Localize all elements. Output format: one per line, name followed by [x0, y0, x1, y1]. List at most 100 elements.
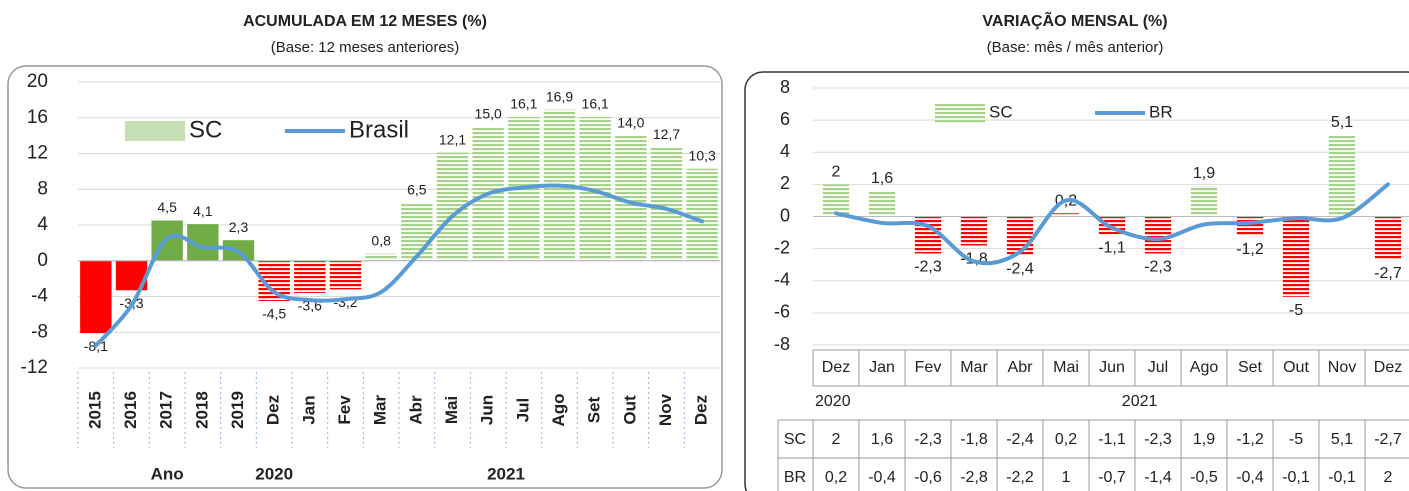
table-cell: -2,3 [1144, 431, 1172, 448]
x-tick-label: Set [1238, 359, 1263, 376]
table-cell: -2,7 [1374, 431, 1402, 448]
data-label: -2,7 [1374, 265, 1402, 282]
data-label: -2,3 [914, 259, 942, 276]
bar [80, 260, 112, 334]
y-tick-label: -6 [774, 302, 790, 322]
table-row-label: SC [784, 431, 806, 448]
data-label: 12,1 [439, 131, 466, 147]
chart-title: VARIAÇÃO MENSAL (%) [982, 10, 1167, 30]
x-tick-label: 2017 [157, 391, 176, 429]
x-tick-label: 2015 [85, 391, 104, 429]
table-cell: -1,4 [1144, 469, 1172, 486]
x-tick-label: Mar [371, 395, 390, 426]
bar [1282, 216, 1310, 297]
x-tick-label: Set [585, 396, 604, 423]
legend-label: Brasil [349, 116, 409, 143]
y-tick-label: 16 [27, 107, 48, 128]
table-cell: -0,4 [868, 469, 896, 486]
y-tick-label: 4 [37, 214, 48, 235]
bar [365, 253, 397, 261]
data-label: -5 [1289, 302, 1303, 319]
data-label: 12,7 [653, 126, 680, 142]
y-tick-label: 8 [780, 77, 790, 97]
y-tick-label: -8 [31, 321, 48, 342]
bar [822, 184, 850, 217]
data-label: 14,0 [617, 114, 644, 130]
table-cell: -1,1 [1098, 431, 1126, 448]
data-label: 16,9 [546, 88, 573, 104]
data-label: 2 [832, 164, 841, 181]
chart-subtitle: (Base: 12 meses anteriores) [271, 39, 459, 56]
data-label: 16,1 [510, 96, 537, 112]
table-cell: 5,1 [1331, 431, 1353, 448]
y-tick-label: -8 [774, 334, 790, 354]
bar [1006, 216, 1034, 256]
x-tick-label: Fev [915, 359, 942, 376]
y-tick-label: 0 [37, 250, 48, 271]
table-cell: -1,8 [960, 431, 988, 448]
y-tick-label: 4 [780, 141, 790, 161]
x-tick-label: Dez [1374, 359, 1402, 376]
chart-title: ACUMULADA EM 12 MESES (%) [243, 13, 487, 30]
bar [1144, 216, 1172, 254]
x-tick-label: Fev [335, 395, 354, 425]
x-tick-label: Abr [406, 395, 425, 425]
x-tick-label: Ago [549, 393, 568, 426]
group-label: 2021 [1122, 393, 1158, 410]
data-label: 2,3 [229, 219, 249, 235]
data-label: -1,2 [1236, 241, 1264, 258]
table-cell: 2 [1384, 469, 1393, 486]
bar [686, 168, 718, 261]
x-tick-label: Nov [656, 393, 675, 426]
x-tick-label: Dez [264, 395, 283, 425]
x-tick-label: Mai [442, 396, 461, 424]
legend-label: SC [189, 116, 222, 143]
data-label: -1,1 [1098, 239, 1126, 256]
chart-frame [744, 71, 1409, 491]
y-tick-label: 20 [27, 71, 48, 92]
bar [329, 260, 362, 290]
bar [868, 190, 896, 217]
y-tick-label: -12 [21, 357, 48, 378]
table-cell: 1,9 [1193, 431, 1215, 448]
table-cell: -0,1 [1282, 469, 1310, 486]
data-label: -3,2 [333, 294, 357, 310]
y-tick-label: 2 [780, 173, 790, 193]
x-tick-label: Jun [1099, 359, 1125, 376]
x-tick-label: Jan [869, 359, 895, 376]
legend-label: SC [989, 102, 1013, 121]
bar [401, 202, 433, 261]
x-tick-label: 2018 [192, 391, 211, 429]
table-cell: 0,2 [825, 469, 847, 486]
data-label: 4,5 [157, 199, 177, 215]
data-label: 1,6 [871, 170, 893, 187]
table-cell: -0,4 [1236, 469, 1264, 486]
group-label: 2020 [255, 464, 293, 483]
table-cell: -2,4 [1006, 431, 1034, 448]
table-cell: -5 [1289, 431, 1303, 448]
bar [1236, 216, 1264, 236]
table-cell: -1,2 [1236, 431, 1264, 448]
data-label: 15,0 [475, 105, 502, 121]
data-label: -4,5 [262, 306, 286, 322]
x-tick-label: Jan [299, 395, 318, 424]
x-tick-label: Out [1283, 359, 1309, 376]
table-row-label: BR [784, 469, 806, 486]
data-label: 16,1 [582, 96, 609, 112]
data-label: 4,1 [193, 203, 213, 219]
x-tick-label: Jul [1148, 359, 1168, 376]
table-cell: -2,3 [914, 431, 942, 448]
table-cell: 0,2 [1055, 431, 1077, 448]
legend-swatch [125, 121, 185, 141]
x-tick-label: 2016 [121, 391, 140, 429]
x-tick-label: Dez [692, 395, 711, 425]
data-label: 5,1 [1331, 114, 1353, 131]
data-label: 0,8 [371, 232, 391, 248]
bar [1374, 216, 1402, 260]
y-tick-label: 8 [37, 178, 48, 199]
y-tick-label: -4 [31, 286, 48, 307]
y-tick-label: -4 [774, 270, 790, 290]
x-tick-label: Abr [1008, 359, 1034, 376]
table-cell: 1 [1062, 469, 1071, 486]
x-tick-label: Mai [1053, 359, 1079, 376]
